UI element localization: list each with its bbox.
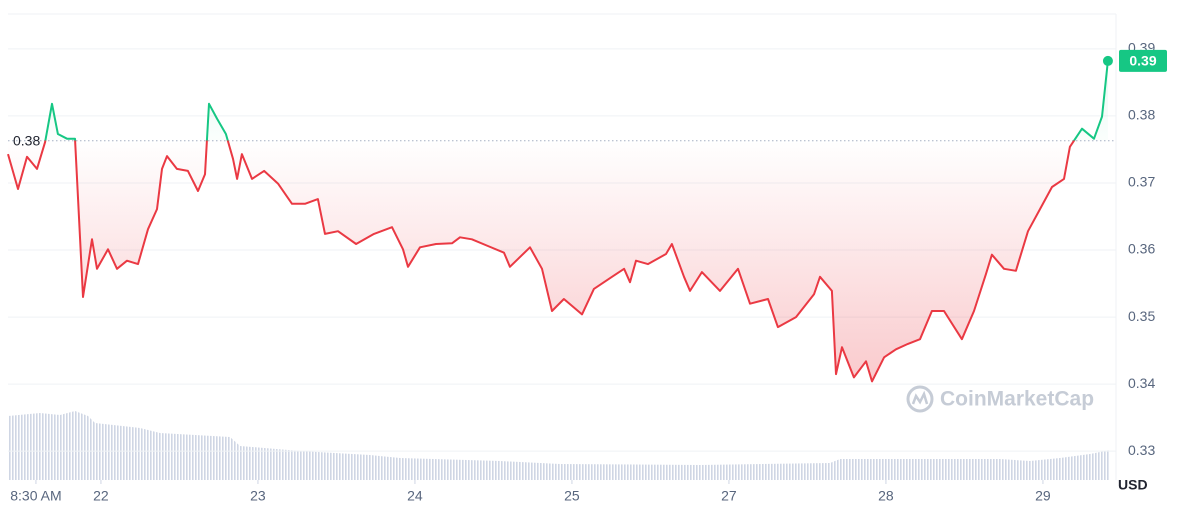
reference-label: 0.38 <box>13 132 40 148</box>
y-tick-label: 0.36 <box>1128 241 1155 257</box>
y-tick-label: 0.37 <box>1128 174 1155 190</box>
y-tick-label: 0.35 <box>1128 308 1155 324</box>
price-badge-text: 0.39 <box>1129 53 1156 69</box>
x-tick-label: 8:30 AM <box>10 488 61 504</box>
x-tick-label: 25 <box>564 488 580 504</box>
watermark: CoinMarketCap <box>940 388 1094 411</box>
x-tick-label: 23 <box>250 488 266 504</box>
x-tick-label: 27 <box>721 488 737 504</box>
y-tick-label: 0.34 <box>1128 375 1155 391</box>
price-area <box>8 60 1108 382</box>
x-tick-label: 29 <box>1035 488 1051 504</box>
x-tick-label: 22 <box>93 488 109 504</box>
watermark-logo <box>906 385 934 413</box>
y-tick-label: 0.38 <box>1128 107 1155 123</box>
y-tick-label: 0.33 <box>1128 442 1155 458</box>
volume-bars <box>8 411 1110 480</box>
currency-label: USD <box>1118 477 1148 493</box>
last-point <box>1102 55 1113 66</box>
price-line <box>7 60 1109 383</box>
x-tick-label: 24 <box>407 488 423 504</box>
x-tick-label: 28 <box>878 488 894 504</box>
price-badge <box>1119 49 1167 72</box>
